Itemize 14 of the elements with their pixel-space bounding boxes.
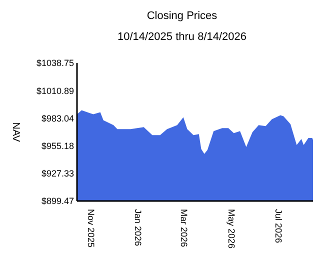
y-tick-label: $1038.75 (36, 58, 74, 68)
y-tick-label: $955.18 (41, 140, 74, 151)
chart-subtitle: 10/14/2025 thru 8/14/2026 (117, 31, 247, 43)
x-tick-label: May 2026 (226, 209, 236, 249)
y-tick-label: $899.47 (41, 196, 74, 206)
y-tick-label: $983.04 (41, 113, 74, 124)
x-tick-label: Mar 2026 (178, 209, 189, 248)
y-axis-title: NAV (10, 122, 21, 142)
x-tick-label: Jan 2026 (133, 209, 144, 246)
y-tick-label: $927.33 (41, 168, 74, 179)
x-tick-label: Jul 2026 (274, 209, 284, 244)
chart-title: Closing Prices (146, 10, 218, 22)
y-tick-label: $1010.89 (36, 86, 74, 96)
x-tick-label: Nov 2025 (86, 209, 96, 248)
